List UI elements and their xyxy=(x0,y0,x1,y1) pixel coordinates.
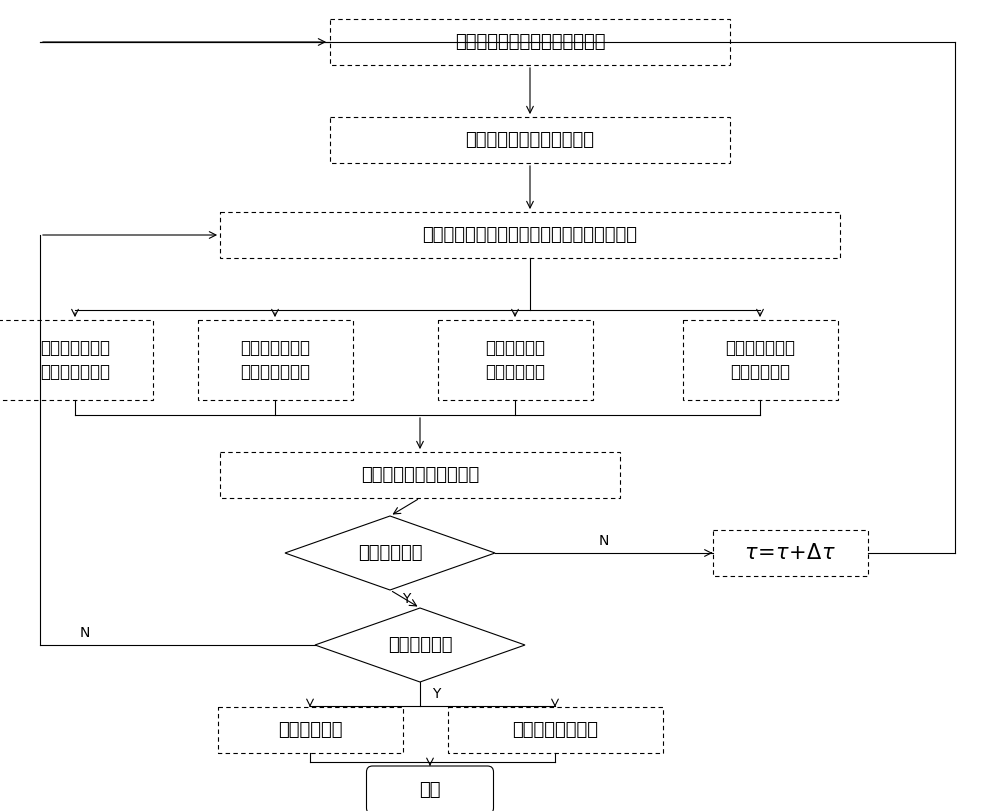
Polygon shape xyxy=(285,516,495,590)
Text: 判断加热时间: 判断加热时间 xyxy=(358,544,422,562)
Bar xyxy=(448,707,662,753)
FancyBboxPatch shape xyxy=(366,766,494,811)
Text: 绘制钢坯升温曲线: 绘制钢坯升温曲线 xyxy=(512,721,598,739)
Text: 输出钢坯温度: 输出钢坯温度 xyxy=(278,721,342,739)
Bar xyxy=(330,19,730,65)
Text: 满足加热要求: 满足加热要求 xyxy=(388,636,452,654)
Text: 输入加热炉各段初始炉温设定值: 输入加热炉各段初始炉温设定值 xyxy=(455,33,605,51)
Text: 计算相邻钢坯之
间的辐射角系数: 计算相邻钢坯之 间的辐射角系数 xyxy=(40,339,110,381)
Text: 拟定加热炉内温度分布曲线: 拟定加热炉内温度分布曲线 xyxy=(466,131,594,149)
Bar xyxy=(0,320,152,400)
Bar xyxy=(198,320,352,400)
Text: $\tau\!=\!\tau\!+\!\Delta\tau$: $\tau\!=\!\tau\!+\!\Delta\tau$ xyxy=(744,543,836,563)
Text: 结束: 结束 xyxy=(419,781,441,799)
Bar xyxy=(330,117,730,163)
Bar xyxy=(218,707,402,753)
Text: 计算炉气对钢坯
的对流换热系数: 计算炉气对钢坯 的对流换热系数 xyxy=(240,339,310,381)
Text: Y: Y xyxy=(432,687,440,701)
Polygon shape xyxy=(315,608,525,682)
Text: 判断钢坯在炉内位置，确定所在位置处的炉温: 判断钢坯在炉内位置，确定所在位置处的炉温 xyxy=(422,226,638,244)
Text: N: N xyxy=(80,626,90,640)
Bar xyxy=(220,452,620,498)
Bar xyxy=(682,320,838,400)
Bar xyxy=(220,212,840,258)
Text: Y: Y xyxy=(402,592,410,606)
Text: 计算炉气对钢坯
的辐射角系数: 计算炉气对钢坯 的辐射角系数 xyxy=(725,339,795,381)
Bar xyxy=(438,320,592,400)
Text: N: N xyxy=(599,534,609,548)
Bar xyxy=(712,530,868,576)
Text: 计算炉气黑度
和炉气吸收率: 计算炉气黑度 和炉气吸收率 xyxy=(485,339,545,381)
Text: 计算钢坯表面的热流密度: 计算钢坯表面的热流密度 xyxy=(361,466,479,484)
